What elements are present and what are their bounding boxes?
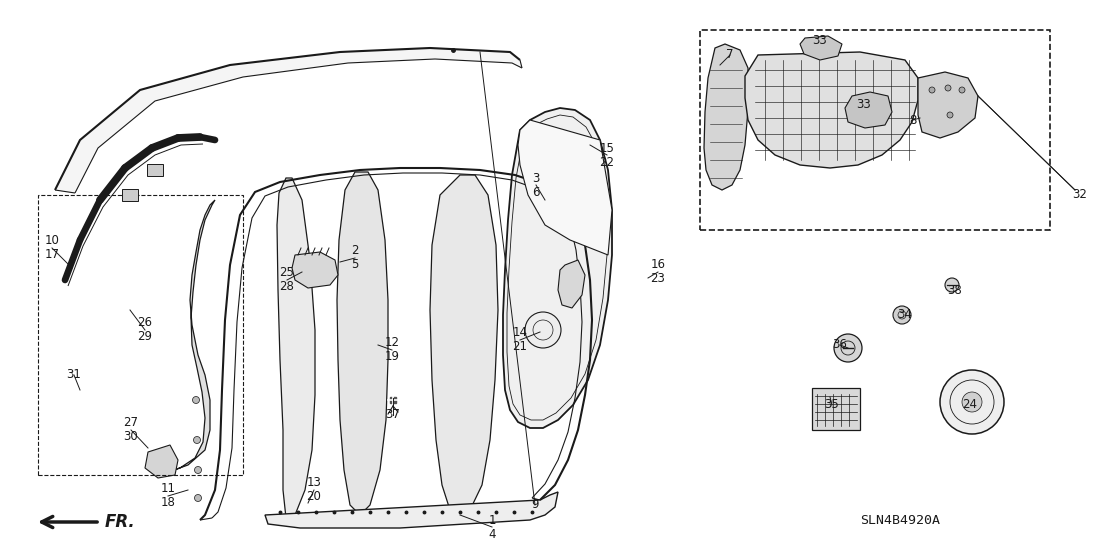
Text: 8: 8 bbox=[910, 113, 916, 127]
Text: 36: 36 bbox=[832, 338, 848, 352]
Text: 33: 33 bbox=[856, 98, 871, 112]
Text: 7: 7 bbox=[726, 49, 733, 61]
Polygon shape bbox=[145, 445, 178, 478]
Polygon shape bbox=[519, 120, 612, 255]
Circle shape bbox=[195, 467, 202, 473]
Polygon shape bbox=[800, 36, 842, 60]
Polygon shape bbox=[745, 52, 919, 168]
Bar bbox=[38, 195, 243, 475]
Circle shape bbox=[945, 278, 960, 292]
Text: 34: 34 bbox=[897, 309, 912, 321]
Circle shape bbox=[195, 494, 202, 502]
Circle shape bbox=[945, 85, 951, 91]
Text: 24: 24 bbox=[963, 399, 977, 411]
Text: 13
20: 13 20 bbox=[307, 477, 321, 503]
Text: 25
28: 25 28 bbox=[279, 267, 295, 294]
Text: 31: 31 bbox=[66, 368, 81, 382]
Text: 37: 37 bbox=[386, 409, 400, 421]
Circle shape bbox=[960, 87, 965, 93]
Circle shape bbox=[525, 312, 561, 348]
Polygon shape bbox=[845, 92, 892, 128]
Circle shape bbox=[940, 370, 1004, 434]
Text: 35: 35 bbox=[824, 399, 840, 411]
Circle shape bbox=[929, 87, 935, 93]
Circle shape bbox=[947, 112, 953, 118]
Text: 3
6: 3 6 bbox=[532, 171, 540, 199]
Circle shape bbox=[962, 392, 982, 412]
Polygon shape bbox=[430, 175, 497, 515]
Circle shape bbox=[193, 397, 199, 404]
Text: 11
18: 11 18 bbox=[161, 483, 175, 509]
Text: 12
19: 12 19 bbox=[384, 336, 400, 363]
Circle shape bbox=[834, 334, 862, 362]
Bar bbox=[122, 189, 138, 201]
Polygon shape bbox=[558, 260, 585, 308]
Polygon shape bbox=[174, 200, 215, 470]
Text: 16
23: 16 23 bbox=[650, 258, 666, 285]
Polygon shape bbox=[55, 48, 522, 193]
Bar bbox=[700, 30, 1050, 230]
Bar bbox=[812, 388, 860, 430]
Bar bbox=[147, 164, 163, 176]
Text: 14
21: 14 21 bbox=[513, 326, 527, 353]
Polygon shape bbox=[277, 178, 315, 518]
Circle shape bbox=[893, 306, 911, 324]
Text: 26
29: 26 29 bbox=[137, 316, 153, 343]
Polygon shape bbox=[704, 44, 748, 190]
Text: 27
30: 27 30 bbox=[123, 416, 138, 444]
Polygon shape bbox=[337, 172, 388, 515]
Polygon shape bbox=[919, 72, 978, 138]
Text: 9: 9 bbox=[531, 498, 538, 512]
Text: 1
4: 1 4 bbox=[489, 514, 495, 540]
Text: SLN4B4920A: SLN4B4920A bbox=[860, 514, 940, 526]
Circle shape bbox=[194, 436, 201, 444]
Text: 15
22: 15 22 bbox=[599, 142, 615, 169]
Text: 32: 32 bbox=[1073, 189, 1087, 201]
Text: 33: 33 bbox=[812, 34, 828, 46]
Polygon shape bbox=[293, 252, 338, 288]
Text: FR.: FR. bbox=[105, 513, 136, 531]
Text: 2
5: 2 5 bbox=[351, 244, 359, 272]
Polygon shape bbox=[503, 108, 612, 428]
Text: 10
17: 10 17 bbox=[44, 234, 60, 262]
Text: 38: 38 bbox=[947, 284, 963, 296]
Polygon shape bbox=[265, 492, 558, 528]
